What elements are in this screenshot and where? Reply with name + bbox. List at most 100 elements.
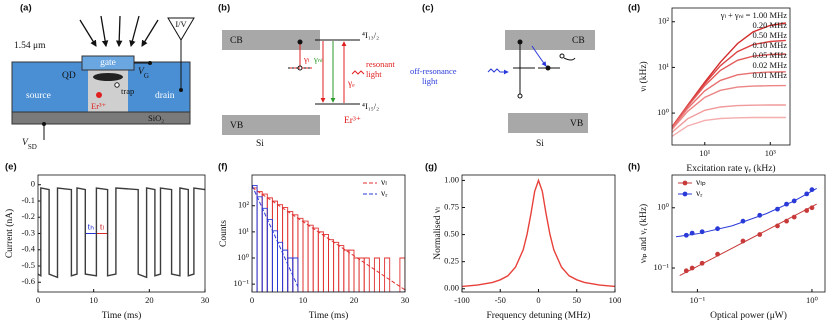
y-tick-label: 10⁻¹ — [233, 278, 249, 288]
sub: G — [144, 72, 149, 80]
legend-label: 0.02 MHz — [753, 60, 788, 70]
point — [791, 198, 797, 204]
diagram-b: (b) CB VB Si ⁴I₁₃/₂ ⁴I₁₅/₂ γₗ γₙₗ γₑ res… — [218, 3, 395, 150]
x-tick-label: 20 — [350, 295, 359, 305]
resonant-label: resonant — [366, 59, 395, 69]
y-axis-label: Normalised νₗ — [433, 207, 443, 260]
vb-label: VB — [570, 119, 583, 129]
y-tick-label: -0.4 — [22, 244, 36, 254]
axes-frame — [461, 174, 616, 293]
point — [740, 238, 746, 244]
x-tick-label: 10¹ — [699, 148, 711, 158]
x-tick-label: -50 — [495, 295, 506, 305]
hist-bin — [384, 257, 391, 292]
legend-label: 0.05 MHz — [753, 50, 788, 60]
axes-frame — [37, 174, 206, 293]
x-tick-label: 100 — [609, 295, 622, 305]
hist-bin — [277, 241, 284, 292]
hist-bin — [287, 211, 294, 292]
panel-label: (d) — [628, 3, 640, 14]
electron — [545, 65, 551, 71]
conduction-band — [222, 30, 320, 50]
x-tick-label: 10⁻¹ — [690, 295, 706, 305]
y-tick-label: -0.6 — [22, 276, 35, 286]
x-tick-label: 0 — [536, 295, 540, 305]
legend-label: γₗ + γₙₗ = 1.00 MHz — [720, 10, 788, 20]
gl-label: γₗ — [303, 54, 310, 64]
er-label: Er³⁺ — [91, 101, 107, 111]
fit-line — [252, 185, 299, 287]
photon — [487, 68, 509, 75]
point — [715, 226, 720, 232]
lower-label: ⁴I₁₅/₂ — [362, 101, 379, 111]
contact — [42, 122, 46, 126]
y-tick-label: 0.25 — [444, 256, 459, 266]
panel-label: (f) — [218, 162, 228, 173]
trap-site — [114, 82, 120, 88]
data-line — [672, 84, 786, 130]
x-tick-label: 30 — [201, 295, 210, 305]
y-tick-label: 0.75 — [444, 201, 459, 211]
x-axis-label: Frequency detuning (MHz) — [487, 310, 591, 321]
hist-bin — [287, 257, 294, 292]
hist-bin — [266, 218, 273, 292]
y-tick-label: 10¹ — [238, 226, 250, 236]
conduction-band — [505, 30, 595, 50]
arrow — [141, 19, 159, 47]
hist-bin — [302, 220, 309, 292]
y-tick-label: 1.00 — [444, 174, 459, 184]
arrow — [100, 15, 109, 48]
electron — [517, 39, 523, 45]
y-axis-label: νₗₚ and νᵣ (kHz) — [638, 204, 649, 263]
plot-area — [672, 22, 787, 137]
hist-bin — [343, 249, 350, 292]
x-axis-label: Optical power (μW) — [710, 310, 787, 321]
v: V — [22, 138, 29, 148]
point — [757, 232, 763, 237]
v: V — [138, 67, 145, 77]
point — [689, 230, 695, 236]
sub: SD — [28, 143, 37, 151]
gnl-label: γₙₗ — [313, 54, 323, 64]
x-tick-label: -100 — [454, 295, 470, 305]
hist-bin — [399, 257, 405, 292]
chart: (e) Time (ms) Current (nA) 0 10 20 30 -0.6 -0.5 -… — [4, 162, 209, 322]
chart: (f) Time (ms) Counts 0 10 20 30 10⁻¹ 10⁰ 10¹ 10² νₗ… — [218, 162, 409, 322]
legend-label: νᵣ — [381, 189, 387, 199]
plot-area — [675, 187, 817, 277]
point — [715, 251, 720, 257]
x-tick-label: 10 — [89, 295, 98, 305]
y-tick-label: 0.50 — [444, 229, 459, 239]
point — [683, 268, 689, 274]
offres-label: light — [422, 76, 438, 86]
hist-bin — [266, 197, 273, 292]
hole — [559, 53, 565, 59]
data-line — [672, 53, 786, 128]
iv-label: I/V — [175, 19, 187, 29]
x-tick-label: 30 — [401, 295, 410, 305]
hist-bin — [328, 239, 335, 292]
chart: (g) Frequency detuning (MHz) Normalised νₗ… — [425, 162, 621, 322]
y-tick-label: 10⁰ — [657, 202, 670, 212]
x-tick-label: 10³ — [765, 148, 777, 158]
legend-label: 0.10 MHz — [753, 40, 788, 50]
y-tick-label: 10⁰ — [657, 107, 670, 117]
point — [809, 205, 815, 211]
arrow — [531, 45, 547, 67]
hist-bin — [256, 196, 263, 292]
photon — [351, 70, 365, 75]
x-axis-label: Time (ms) — [309, 310, 349, 321]
contact — [179, 88, 183, 92]
hole — [517, 93, 523, 99]
plot-area — [462, 178, 615, 288]
legend-label: νₗ — [381, 178, 387, 188]
resonant-label: light — [366, 69, 382, 79]
hist-bin — [333, 241, 340, 292]
point — [791, 214, 797, 220]
y-tick-label: 0 — [31, 179, 35, 189]
si-label: Si — [536, 139, 544, 149]
point — [683, 232, 689, 238]
electron — [297, 39, 303, 45]
point — [740, 218, 746, 224]
